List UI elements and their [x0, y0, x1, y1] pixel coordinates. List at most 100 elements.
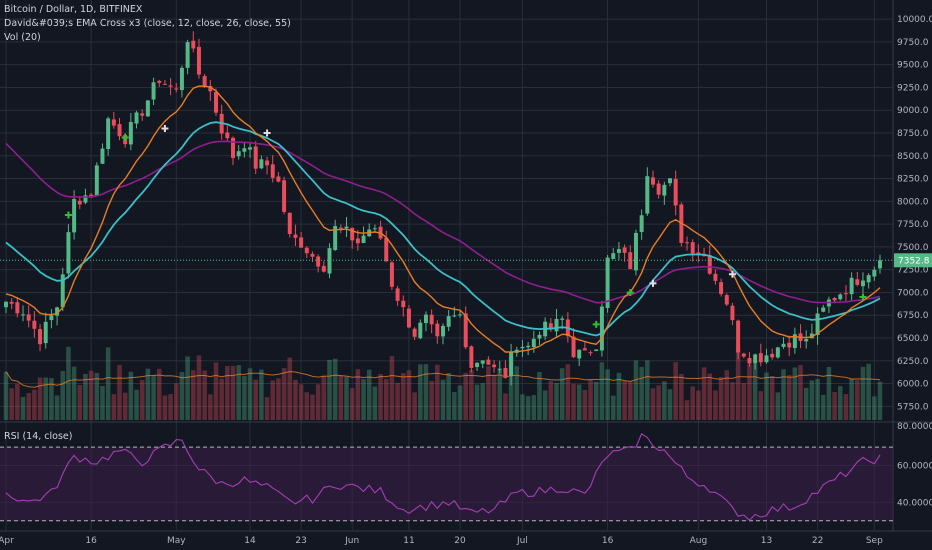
volume-bar	[122, 392, 128, 420]
volume-bar	[724, 370, 730, 420]
candle-body	[49, 315, 54, 321]
volume-bar	[395, 382, 400, 420]
volume-bar	[662, 381, 667, 420]
volume-bar	[355, 369, 361, 420]
volume-bar	[809, 380, 815, 420]
volume-bar	[66, 346, 71, 420]
candle-body	[389, 262, 394, 287]
volume-bar	[440, 379, 446, 420]
candle-body	[775, 347, 780, 358]
candle-body	[497, 368, 502, 370]
candle-body	[588, 352, 593, 354]
volume-bar	[866, 363, 871, 420]
volume-bar	[486, 365, 491, 420]
candle-body	[599, 306, 604, 351]
candle-body	[492, 364, 497, 368]
candle-body	[855, 279, 860, 285]
volume-bar	[463, 372, 468, 420]
volume-bar	[667, 389, 673, 420]
candle-body	[106, 118, 111, 150]
volume-bar	[849, 378, 854, 420]
price-tick-label: 6000.0	[897, 380, 929, 390]
candle-body	[338, 227, 343, 229]
bearish-cross-marker	[161, 124, 169, 132]
volume-bar	[412, 392, 417, 420]
volume-bar	[435, 364, 440, 420]
candle-body	[469, 346, 474, 368]
candle-body	[43, 321, 48, 344]
current-price-tag	[894, 253, 932, 268]
legend-symbol: Bitcoin / Dollar, 1D, BITFINEX	[4, 4, 143, 15]
candle-body	[577, 349, 582, 359]
volume-bar	[576, 384, 582, 420]
volume-bar	[531, 395, 537, 420]
volume-bar	[730, 382, 735, 420]
volume-bar	[565, 364, 571, 420]
candle-body	[134, 112, 139, 124]
candle-body	[202, 76, 207, 87]
rsi-band-fill	[0, 447, 893, 521]
volume-bar	[276, 378, 281, 420]
candle-body	[168, 85, 173, 87]
volume-bar	[747, 364, 752, 420]
rsi-line	[5, 432, 881, 522]
candle-body	[55, 307, 60, 316]
candle-body	[804, 339, 809, 342]
candle-body	[463, 313, 468, 348]
volume-bar	[94, 372, 100, 420]
candle-body	[179, 67, 184, 91]
candle-body	[9, 301, 14, 304]
volume-bar	[88, 370, 94, 420]
candle-body	[140, 113, 145, 116]
price-tick-label: 9000.0	[897, 106, 929, 116]
candle-body	[225, 132, 230, 139]
volume-bar	[843, 394, 849, 420]
candle-body	[384, 237, 389, 262]
volume-bar	[452, 392, 457, 420]
volume-bar	[446, 372, 451, 420]
candle-body	[843, 293, 848, 295]
volume-bar	[173, 383, 179, 420]
candle-body	[38, 329, 43, 345]
candle-body	[441, 325, 445, 337]
candle-body	[509, 351, 514, 377]
candle-body	[208, 85, 213, 92]
volume-bar	[389, 356, 395, 420]
time-tick-label: 16	[602, 536, 614, 546]
volume-bar	[242, 376, 247, 420]
candle-body	[458, 314, 463, 316]
volume-bar	[803, 387, 809, 420]
bullish-cross-marker	[859, 293, 867, 301]
candle-body	[128, 122, 133, 145]
candle-body	[747, 358, 752, 364]
time-tick-label: 16	[85, 536, 97, 546]
candle-body	[395, 288, 400, 301]
time-tick-label: Sep	[866, 536, 883, 546]
volume-bar	[769, 376, 775, 420]
volume-bar	[713, 390, 718, 420]
time-tick-label: 20	[454, 536, 466, 546]
candle-body	[401, 300, 406, 308]
volume-bar	[37, 377, 43, 420]
volume-bar	[60, 371, 66, 420]
volume-bar	[497, 369, 503, 420]
volume-bar	[366, 369, 372, 420]
candle-body	[32, 320, 37, 329]
volume-bar	[77, 385, 83, 420]
candle-body	[815, 313, 820, 336]
candle-body	[531, 338, 536, 348]
volume-bar	[832, 392, 837, 420]
time-tick-label: 14	[244, 536, 256, 546]
volume-bar	[117, 365, 122, 420]
time-tick-label: 13	[761, 536, 772, 546]
candle-body	[571, 336, 576, 358]
candle-body	[872, 269, 877, 277]
time-tick-label: 23	[295, 536, 306, 546]
candle-body	[792, 334, 797, 348]
candle-body	[486, 359, 491, 365]
volume-bar	[401, 373, 406, 420]
volume-bar	[15, 383, 20, 420]
candle-body	[741, 353, 746, 357]
volume-bar	[321, 375, 327, 420]
